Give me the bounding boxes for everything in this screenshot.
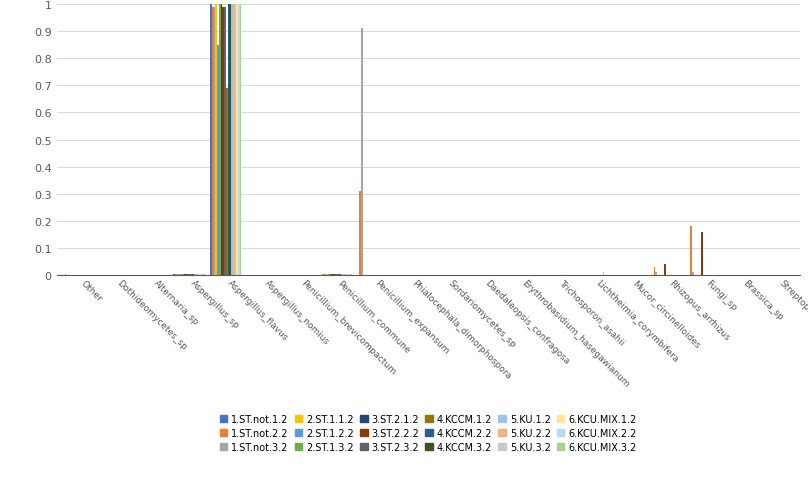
- Bar: [338, 274, 339, 276]
- Bar: [221, 5, 222, 276]
- Bar: [187, 274, 189, 276]
- Bar: [692, 273, 694, 276]
- Bar: [200, 274, 201, 276]
- Bar: [342, 274, 343, 276]
- Bar: [191, 274, 192, 276]
- Bar: [63, 275, 65, 276]
- Bar: [326, 274, 327, 276]
- Bar: [217, 46, 219, 276]
- Bar: [603, 273, 604, 276]
- Bar: [180, 274, 182, 276]
- Bar: [229, 5, 231, 276]
- Bar: [343, 274, 345, 276]
- Bar: [86, 275, 87, 276]
- Bar: [198, 274, 200, 276]
- Bar: [89, 275, 90, 276]
- Bar: [72, 275, 74, 276]
- Bar: [84, 275, 86, 276]
- Bar: [93, 275, 95, 276]
- Bar: [324, 274, 326, 276]
- Bar: [177, 274, 179, 276]
- Bar: [348, 274, 350, 276]
- Bar: [335, 274, 336, 276]
- Bar: [226, 89, 228, 276]
- Bar: [77, 275, 78, 276]
- Bar: [90, 275, 93, 276]
- Bar: [331, 274, 333, 276]
- Bar: [65, 275, 66, 276]
- Bar: [70, 275, 72, 276]
- Bar: [333, 274, 335, 276]
- Bar: [192, 274, 194, 276]
- Bar: [194, 274, 196, 276]
- Bar: [228, 5, 229, 276]
- Bar: [361, 30, 363, 276]
- Bar: [212, 8, 213, 276]
- Bar: [179, 274, 180, 276]
- Bar: [87, 275, 89, 276]
- Bar: [182, 274, 184, 276]
- Bar: [322, 274, 324, 276]
- Bar: [350, 274, 351, 276]
- Bar: [68, 275, 70, 276]
- Bar: [201, 274, 203, 276]
- Bar: [330, 274, 331, 276]
- Bar: [664, 265, 666, 276]
- Bar: [66, 275, 68, 276]
- Bar: [210, 5, 212, 276]
- Bar: [82, 275, 84, 276]
- Bar: [359, 192, 361, 276]
- Bar: [174, 275, 175, 276]
- Bar: [236, 5, 238, 276]
- Bar: [175, 274, 177, 276]
- Bar: [222, 8, 224, 276]
- Bar: [690, 227, 692, 276]
- Bar: [339, 274, 342, 276]
- Legend: 1.ST.not.1.2, 1.ST.not.2.2, 1.ST.not.3.2, 2.ST.1.1.2, 2.ST.1.2.2, 2.ST.1.3.2, 3.: 1.ST.not.1.2, 1.ST.not.2.2, 1.ST.not.3.2…: [216, 410, 641, 456]
- Bar: [189, 274, 191, 276]
- Bar: [240, 5, 242, 276]
- Bar: [74, 275, 75, 276]
- Bar: [224, 8, 226, 276]
- Bar: [234, 5, 236, 276]
- Bar: [231, 5, 233, 276]
- Bar: [75, 275, 77, 276]
- Bar: [336, 274, 338, 276]
- Bar: [186, 274, 187, 276]
- Bar: [327, 274, 330, 276]
- Bar: [213, 8, 216, 276]
- Bar: [78, 275, 80, 276]
- Bar: [654, 268, 655, 276]
- Bar: [345, 274, 347, 276]
- Bar: [233, 5, 234, 276]
- Bar: [238, 5, 240, 276]
- Bar: [347, 274, 348, 276]
- Bar: [701, 232, 702, 276]
- Bar: [219, 5, 221, 276]
- Bar: [216, 5, 217, 276]
- Bar: [80, 275, 82, 276]
- Bar: [203, 274, 204, 276]
- Bar: [184, 274, 186, 276]
- Bar: [655, 273, 657, 276]
- Bar: [196, 274, 198, 276]
